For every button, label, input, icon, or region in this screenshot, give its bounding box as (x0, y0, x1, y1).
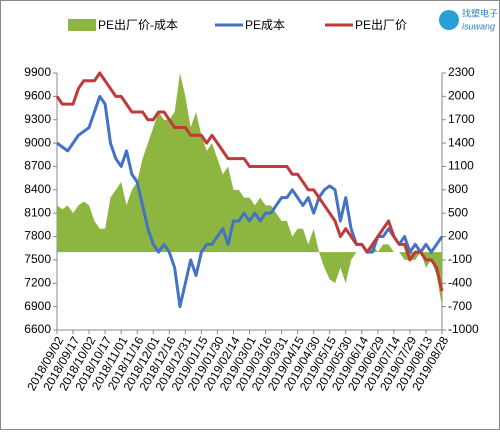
y2-tick-label: 800 (448, 182, 468, 196)
y-tick-label: 8100 (24, 205, 51, 219)
area (57, 73, 442, 307)
legend-label: PE成本 (245, 18, 285, 32)
y2-tick-label: 1700 (448, 112, 475, 126)
y2-tick-label: 200 (448, 229, 468, 243)
y-tick-label: 9300 (24, 112, 51, 126)
y2-tick-label: 500 (448, 205, 468, 219)
y2-tick-label: 1400 (448, 135, 475, 149)
legend-swatch (68, 19, 96, 31)
y2-tick-label: -100 (448, 252, 472, 266)
y2-tick-label: -400 (448, 275, 472, 289)
y-tick-label: 9900 (24, 65, 51, 79)
line (55, 71, 444, 292)
y-tick-label: 7800 (24, 229, 51, 243)
y-tick-label: 6900 (24, 299, 51, 313)
y2-tick-label: 1100 (448, 159, 474, 173)
y2-tick-label: -1000 (448, 322, 479, 336)
y-tick-label: 7200 (24, 275, 51, 289)
legend-label: PE出厂价 (355, 18, 407, 32)
y2-tick-label: 2300 (448, 65, 475, 79)
logo-icon (439, 10, 459, 30)
logo-name: 找塑电子 (462, 7, 498, 18)
logo: 找塑电子 isuwang (439, 7, 498, 31)
y2-tick-label: -700 (448, 299, 472, 313)
logo-brand: isuwang (462, 21, 495, 31)
y-tick-label: 9000 (24, 135, 51, 149)
legend-label: PE出厂价-成本 (98, 18, 178, 32)
y-tick-label: 8700 (24, 159, 51, 173)
y-tick-label: 6600 (24, 322, 51, 336)
y2-tick-label: 2000 (448, 89, 475, 103)
y-tick-label: 8400 (24, 182, 51, 196)
y-tick-label: 9600 (24, 89, 51, 103)
y-tick-label: 7500 (24, 252, 51, 266)
